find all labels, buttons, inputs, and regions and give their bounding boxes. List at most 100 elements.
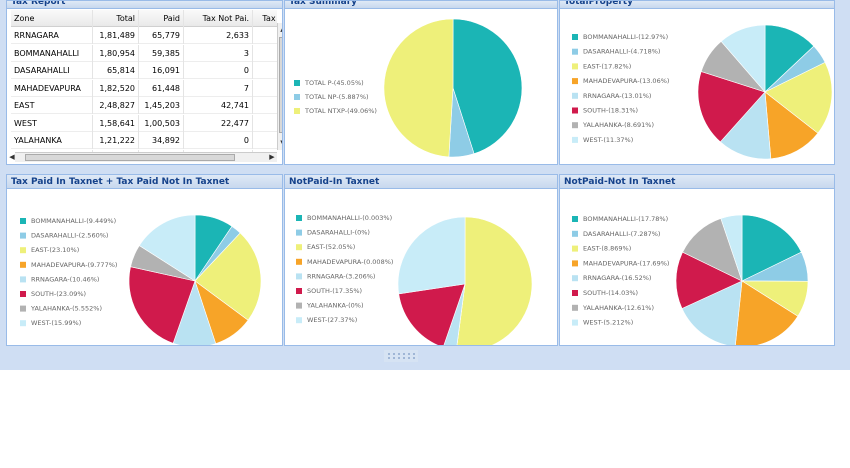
scroll-left-icon[interactable]: ◀ [9,153,15,161]
pie-slice[interactable] [398,283,466,346]
scroll-up-icon[interactable]: ▲ [278,25,282,34]
table-cell: DASARAHALLI [11,62,93,79]
dashboard: Tax Report Zone Total Paid Tax Not Pai. Tax … [0,0,850,370]
pie-slice[interactable] [764,24,815,93]
legend-swatch [572,216,578,222]
pie-slice[interactable] [735,280,799,346]
table-row[interactable]: RRNAGARA 1,81,489 65,779 2,633 [11,27,277,44]
pie-slice[interactable] [697,71,766,143]
legend-swatch [572,107,578,114]
table-row[interactable]: MAHADEVAPURA 1,82,520 61,448 7 [11,79,277,97]
legend-label: WEST-(15.99%) [31,319,81,327]
table-cell: 3 [184,44,253,62]
horizontal-scroll-thumb[interactable] [25,154,235,161]
table-cell: 42,741 [184,97,253,114]
legend-label: TOTAL NTXP-(49.06%) [304,107,377,115]
legend-swatch [20,276,26,283]
legend-label: YALAHANKA-(0%) [306,302,364,310]
tax-paid-pie-chart: BOMMANAHALLI-(9.449%) DASARAHALLI-(2.560%… [20,214,262,345]
chart-legend: TOTAL P-(45.05%) TOTAL NP-(5.887%) TOTAL N… [294,79,377,115]
pie-slice[interactable] [764,61,833,134]
table-cell: 1,81,489 [93,27,139,44]
vertical-scroll-thumb[interactable] [279,37,282,133]
legend-label: RRNAGARA-(10.46%) [31,275,99,283]
table-row[interactable]: YALAHANKA 1,21,222 34,892 0 [11,132,277,149]
legend-swatch [572,290,578,296]
table-cell [253,45,277,62]
legend-swatch [572,92,578,99]
table-cell: 2,633 [184,27,253,44]
table-cell: 65,779 [139,27,184,44]
legend-swatch [20,261,26,268]
pie-slice[interactable] [675,251,743,309]
table-cell [253,62,277,79]
legend-label: EAST-(23.10%) [31,246,79,254]
pie-slice[interactable] [681,280,743,346]
legend-label: BOMMANAHALLI-(0.003%) [307,214,392,222]
column-header[interactable]: Tax No [253,10,277,27]
table-row[interactable]: DASARAHALLI 65,814 16,091 0 [11,62,277,79]
pie-slice[interactable] [138,214,196,282]
legend-swatch [572,260,578,267]
pie-slice[interactable] [720,214,743,282]
legend-swatch [572,136,578,143]
table-cell: YALAHANKA [11,132,93,149]
legend-swatch [296,258,302,265]
vertical-scrollbar[interactable]: ▲ ▼ [277,23,282,150]
pie-slice[interactable] [194,232,262,321]
table-cell [253,80,277,97]
table-cell: 2,48,827 [93,97,139,114]
legend-label: WEST-(5.212%) [583,319,633,327]
table-cell [253,115,277,132]
pie-slice[interactable] [741,214,802,282]
pie-slice[interactable] [720,24,766,93]
tax-report-title: Tax Report [7,1,282,9]
scroll-right-icon[interactable]: ▶ [269,153,275,161]
tax-report-panel: Tax Report Zone Total Paid Tax Not Pai. Tax … [6,0,283,165]
pie-slice[interactable] [397,216,466,295]
legend-label: YALAHANKA-(8.691%) [582,121,654,129]
pie-slice[interactable] [719,91,772,160]
table-row[interactable]: WEST 1,58,641 1,00,503 22,477 [11,114,277,132]
legend-swatch [20,305,26,312]
table-cell: 34,892 [139,132,184,149]
pie-slice[interactable] [456,216,533,346]
column-header[interactable]: Tax Not Pai. [184,10,253,27]
chart-legend: BOMMANAHALLI-(12.97%) DASARAHALLI-(4.718%… [572,33,669,144]
pie-slice[interactable] [452,18,523,155]
legend-label: BOMMANAHALLI-(12.97%) [583,33,668,41]
splitter-handle[interactable] [384,350,418,362]
horizontal-scrollbar[interactable]: ◀ ▶ [9,152,277,162]
legend-label: SOUTH-(18.31%) [583,107,638,115]
pie-slice[interactable] [764,91,819,160]
legend-swatch [294,108,300,114]
pie-slice[interactable] [383,18,454,158]
column-header[interactable]: Paid [139,10,184,27]
table-cell: 1,80,954 [93,44,139,62]
table-cell: 22,477 [184,114,253,132]
legend-swatch [294,80,300,86]
table-cell [253,27,277,44]
legend-swatch [20,291,26,297]
column-header[interactable]: Total [93,10,139,27]
legend-swatch [20,232,26,239]
table-cell: MAHADEVAPURA [11,79,93,97]
legend-label: DASARAHALLI-(0%) [307,229,370,237]
notpaid-in-panel: NotPaid-In Taxnet BOMMANAHALLI-(0.003%) D… [284,174,558,346]
total-property-panel: TotalProperty BOMMANAHALLI-(12.97%) DASAR… [559,0,835,165]
legend-swatch [296,288,302,294]
table-row[interactable]: BOMMANAHALLI 1,80,954 59,385 3 [11,44,277,62]
table-cell [253,97,277,114]
legend-swatch [20,320,26,327]
table-cell: BOMMANAHALLI [11,44,93,62]
column-header[interactable]: Zone [11,10,93,27]
legend-label: SOUTH-(17.35%) [307,287,362,295]
table-row[interactable]: EAST 2,48,827 1,45,203 42,741 [11,97,277,114]
legend-swatch [296,215,302,221]
legend-swatch [296,317,302,324]
scroll-down-icon[interactable]: ▼ [278,139,282,148]
notpaid-in-pie-chart: BOMMANAHALLI-(0.003%) DASARAHALLI-(0%) EAS… [296,214,533,346]
pie-slice[interactable] [128,266,196,344]
legend-swatch [296,229,302,236]
